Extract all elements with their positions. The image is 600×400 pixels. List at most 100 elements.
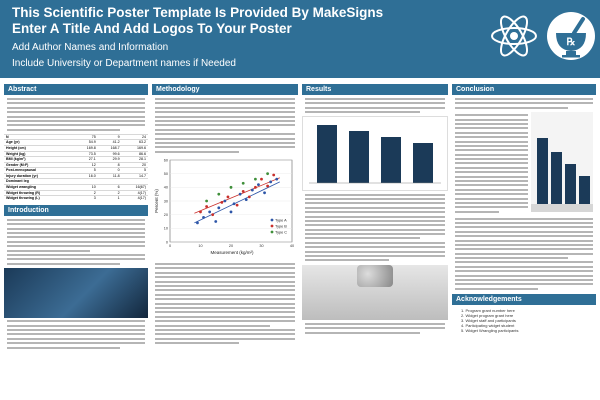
table-cell: 16(67) — [121, 184, 148, 191]
data-point — [205, 204, 208, 208]
conclusion-body — [455, 111, 593, 215]
data-point — [244, 197, 248, 201]
table-cell: 63.2 — [121, 139, 148, 146]
trend-line — [194, 177, 280, 214]
mortar-pestle-logo-icon: ℞ — [547, 12, 595, 60]
poster-title: This Scientific Poster Template Is Provi… — [12, 5, 482, 37]
chart-legend: Type A Type B Type C — [270, 218, 287, 234]
results-heading: Results — [302, 84, 448, 95]
y-tick-label: 30 — [164, 199, 168, 203]
conclusion-text-2 — [455, 217, 593, 290]
table-cell: 14.7 — [121, 172, 148, 179]
table-cell: Post-menopausal — [4, 167, 74, 174]
trend-line — [194, 181, 280, 223]
table-cell: Weight (kg) — [4, 150, 74, 157]
x-axis-label: Measurement (kg/m²) — [210, 250, 254, 255]
legend-label: Type A — [275, 218, 287, 222]
svg-text:℞: ℞ — [567, 37, 576, 48]
table-cell: 2 — [73, 189, 98, 196]
results-photo — [302, 265, 448, 321]
legend-marker — [270, 218, 274, 222]
table-cell — [121, 178, 148, 185]
methodology-heading: Methodology — [152, 84, 298, 95]
affiliation: Include University or Department names i… — [12, 58, 236, 69]
data-point — [229, 210, 233, 214]
data-point — [217, 206, 221, 209]
table-cell: 73.5 — [73, 150, 98, 157]
cylinder-chart-image — [531, 111, 593, 212]
data-point — [241, 189, 245, 193]
table-row: Widget throwing (L) 3 1 4(17) — [4, 195, 148, 201]
results-bar-image — [302, 116, 448, 192]
data-point — [272, 173, 276, 177]
chart-points — [196, 171, 279, 224]
acknowledgements-heading: Acknowledgements — [452, 293, 596, 305]
column-4: Conclusion — [452, 84, 596, 394]
table-cell: 54.9 — [73, 139, 98, 146]
y-tick-label: 0 — [166, 240, 168, 244]
table-row: Gender (M:F) 12 8 20 — [4, 161, 148, 168]
legend-marker — [270, 230, 274, 234]
table-cell: 28.1 — [121, 156, 148, 163]
brain-scan-image — [4, 267, 148, 318]
ack-item: 4. Participating widget student — [461, 322, 515, 328]
legend-marker — [270, 224, 274, 228]
table-row: Widget throwing (R) 2 2 4(17) — [4, 189, 148, 196]
data-point — [226, 195, 230, 198]
data-point — [196, 221, 199, 224]
table-cell: Age (yr) — [4, 139, 74, 146]
bar — [413, 143, 433, 184]
data-point — [223, 199, 227, 203]
conclusion-heading: Conclusion — [452, 84, 596, 95]
table-row: Weight (kg) 73.5 99.6 86.6 — [4, 150, 148, 157]
table-cell: Height (cm) — [4, 144, 74, 152]
data-point — [247, 195, 251, 198]
conclusion-side-text — [455, 112, 528, 215]
data-point — [254, 185, 257, 189]
data-point — [220, 200, 224, 204]
table-cell: 5 — [121, 167, 148, 174]
table-cell: 27.1 — [73, 156, 98, 163]
table-row: Widget wrangling 10 6 16(67) — [4, 184, 148, 191]
data-point — [250, 188, 254, 192]
table-cell: 6 — [97, 184, 122, 191]
abstract-heading: Abstract — [4, 84, 148, 95]
table-row: Height (cm) 169.8 168.7 169.6 — [4, 144, 148, 152]
x-tick-label: 40 — [290, 244, 294, 248]
data-point — [199, 210, 202, 214]
chart-axes: 0 10 20 30 40 50 60 0 10 20 30 40 — [164, 158, 294, 248]
table-cell: 41.2 — [97, 139, 122, 146]
participant-table: N 75 9 24 Age (yr) 54.9 41.2 63.2 Height (cm) 169… — [4, 133, 148, 201]
column-1: Abstract N 75 9 24 Age (yr) 54.9 41.2 63.2 Heigh… — [4, 84, 148, 394]
y-axis-label: Percent (%) — [154, 188, 159, 212]
y-tick-label: 50 — [164, 172, 168, 176]
data-point — [208, 210, 212, 214]
bar — [381, 137, 401, 184]
table-cell: 8 — [97, 161, 122, 168]
table-cell: 29.9 — [97, 156, 122, 163]
data-point — [260, 177, 263, 181]
table-cell — [73, 178, 98, 185]
table-cell: Gender (M:F) — [4, 161, 74, 168]
acknowledgements-list: 1. Program grant number here 2. Widget p… — [452, 308, 596, 333]
title-line-2: Enter A Title And Add Logos To Your Post… — [12, 21, 292, 36]
results-bar-chart — [309, 125, 441, 184]
ack-item: 5. Widget Wrangling participants — [461, 327, 519, 333]
table-cell: 9 — [97, 133, 122, 140]
legend-label: Type C — [275, 230, 287, 234]
y-tick-label: 20 — [164, 213, 168, 217]
title-line-1: This Scientific Poster Template Is Provi… — [12, 5, 384, 20]
x-tick-label: 20 — [229, 244, 233, 248]
trend-lines — [194, 177, 280, 223]
table-row: N 75 9 24 — [4, 133, 148, 140]
data-point — [241, 181, 245, 185]
data-point — [263, 191, 266, 194]
table-row: Post-menopausal 5 0 5 — [4, 167, 148, 174]
table-cell: Injury duration (yr) — [4, 172, 74, 179]
x-tick-label: 30 — [259, 244, 263, 248]
x-tick-label: 0 — [169, 244, 171, 248]
table-cell: 12 — [73, 161, 98, 168]
table-cell: 4(17) — [121, 189, 148, 196]
table-cell: 3 — [73, 195, 98, 201]
